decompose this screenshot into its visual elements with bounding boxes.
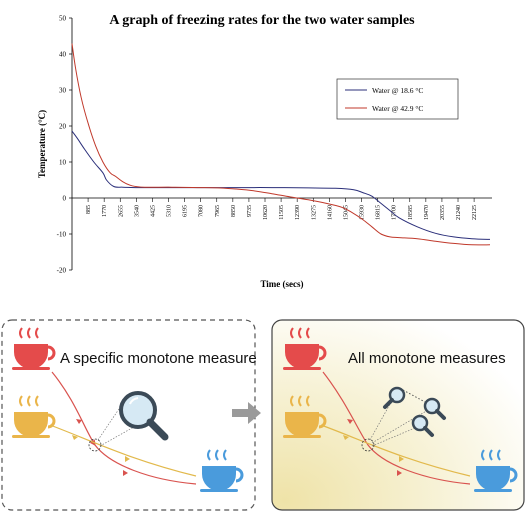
cold-cup-icon [200, 449, 244, 492]
chart: A graph of freezing rates for the two wa… [37, 13, 492, 289]
arrow-head-red-2 [397, 470, 402, 476]
measure-point [361, 438, 375, 452]
arrow-right-icon [232, 402, 261, 424]
hot-cup-icon [12, 327, 56, 370]
series-line-2 [71, 43, 491, 246]
arrow-head-red-1 [76, 419, 82, 424]
x-tick-label: 15045 [343, 205, 349, 220]
series-lines [71, 43, 491, 246]
x-axis-ticks: 885 1770 2655 3540 4425 5310 6195 7080 7965 8850 9… [86, 198, 478, 220]
y-tick-label: 20 [59, 123, 67, 131]
zoom-guide-2 [99, 417, 151, 447]
x-tick-label: 11505 [279, 205, 285, 220]
y-tick-label: -20 [57, 267, 67, 275]
x-tick-label: 10620 [263, 205, 269, 220]
arrow-head-red-1 [347, 419, 353, 424]
arrow-head-yellow-2 [399, 456, 404, 462]
x-tick-label: 12390 [295, 205, 301, 220]
arrow-head-red-2 [123, 470, 128, 476]
arrow-head-yellow-1 [72, 435, 78, 440]
x-tick-label: 2655 [118, 205, 124, 217]
x-tick-label: 7080 [199, 205, 205, 217]
left-panel: A specific monotone measure [1, 319, 257, 511]
legend: Water @ 18.6 °C Water @ 42.9 °C [336, 78, 459, 120]
x-tick-label: 13275 [311, 205, 317, 220]
x-tick-label: 22125 [472, 205, 478, 220]
x-tick-label: 885 [86, 205, 92, 214]
series-line-1 [71, 130, 491, 240]
arrow-head-yellow-1 [343, 435, 349, 440]
hot-cooling-path [322, 371, 471, 485]
magnifier-icon [411, 414, 434, 437]
x-tick-label: 1770 [102, 205, 108, 217]
cold-cup-icon [474, 449, 518, 492]
x-tick-label: 18585 [408, 205, 414, 220]
x-tick-label: 6195 [183, 205, 189, 217]
left-panel-title: A specific monotone measure [60, 350, 257, 367]
x-tick-label: 9735 [247, 205, 253, 217]
x-tick-label: 8850 [231, 205, 237, 217]
x-tick-label: 20355 [440, 205, 446, 220]
y-tick-label: 10 [59, 159, 67, 167]
y-axis-ticks: 50 40 30 20 10 0 -10 -20 [57, 15, 72, 275]
warm-cooling-path [320, 424, 471, 477]
x-tick-label: 4425 [150, 205, 156, 217]
measure-point [88, 438, 102, 452]
x-tick-label: 15930 [360, 205, 366, 220]
x-tick-label: 5310 [167, 205, 173, 217]
y-tick-label: 30 [59, 87, 67, 95]
x-tick-label: 3540 [134, 205, 140, 217]
y-tick-label: 0 [63, 195, 67, 203]
right-panel: All monotone measures [271, 319, 525, 511]
magnifier-icon [119, 391, 169, 441]
warm-cup-icon [283, 395, 327, 438]
right-panel-title: All monotone measures [348, 350, 506, 367]
y-tick-label: -10 [57, 231, 67, 239]
hot-cooling-path [51, 371, 197, 485]
x-tick-label: 17700 [392, 205, 398, 220]
dotted-link [402, 389, 426, 403]
legend-label-series-1: Water @ 18.6 °C [372, 86, 423, 95]
right-panel-frame [271, 319, 525, 511]
legend-box [336, 78, 459, 120]
x-tick-label: 7965 [215, 205, 221, 217]
chart-title: A graph of freezing rates for the two wa… [109, 13, 415, 28]
warm-cup-icon [12, 395, 56, 438]
arrow-head-yellow-2 [125, 456, 130, 462]
x-axis-label: Time (secs) [260, 279, 303, 289]
x-tick-label: 14160 [327, 205, 333, 220]
y-axis-label: Temperature (°C) [37, 110, 47, 178]
magnifier-icon [423, 397, 446, 420]
x-tick-label: 21240 [456, 205, 462, 220]
legend-label-series-2: Water @ 42.9 °C [372, 104, 423, 113]
warm-cooling-path [49, 424, 197, 477]
y-tick-label: 50 [59, 15, 67, 23]
y-tick-label: 40 [59, 51, 67, 59]
zoom-guide-1 [369, 403, 391, 441]
hot-cup-icon [283, 327, 327, 370]
x-tick-label: 16815 [376, 205, 382, 220]
x-tick-label: 19470 [424, 205, 430, 220]
magnifier-icon [383, 386, 406, 409]
